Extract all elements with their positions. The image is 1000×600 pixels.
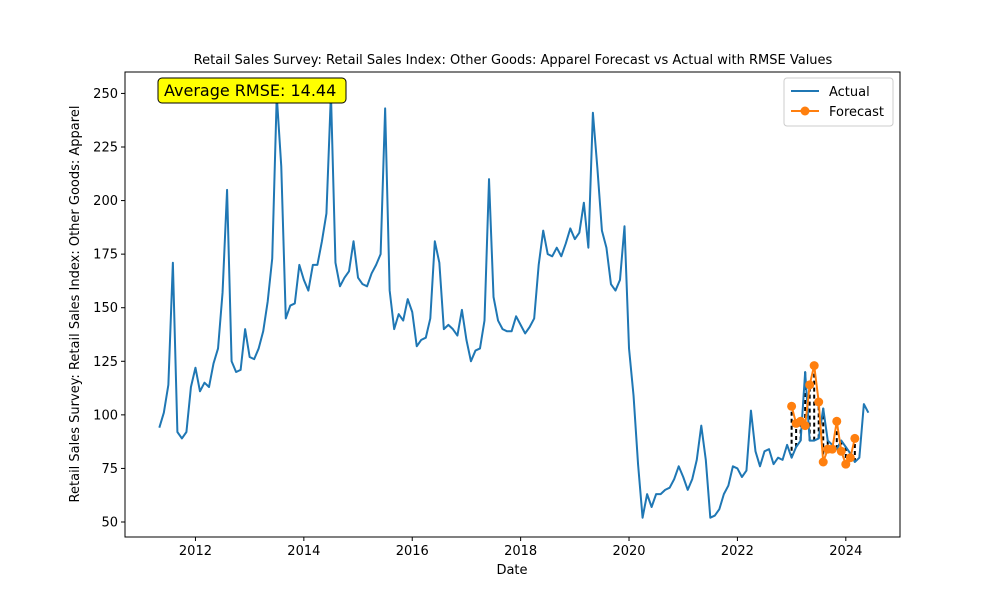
y-tick-label: 150 bbox=[93, 301, 118, 316]
legend-forecast-marker bbox=[800, 106, 810, 116]
y-axis: 50 75 100 125 150 175 200 225 250 bbox=[93, 87, 125, 531]
x-tick-label: 2024 bbox=[829, 544, 862, 559]
forecast-point bbox=[836, 446, 846, 456]
rmse-annotation: Average RMSE: 14.44 bbox=[157, 77, 347, 104]
chart-title: Retail Sales Survey: Retail Sales Index:… bbox=[194, 53, 833, 68]
series-actual-line bbox=[158, 92, 870, 519]
y-tick-label: 175 bbox=[93, 248, 118, 263]
forecast-point bbox=[800, 421, 810, 431]
rmse-text: Average RMSE: 14.44 bbox=[164, 81, 336, 100]
forecast-point bbox=[832, 416, 842, 426]
x-tick-label: 2022 bbox=[721, 544, 754, 559]
x-tick-label: 2014 bbox=[287, 544, 320, 559]
legend: Actual Forecast bbox=[783, 77, 894, 127]
y-tick-label: 50 bbox=[101, 516, 118, 531]
y-tick-label: 125 bbox=[93, 355, 118, 370]
forecast-point bbox=[787, 401, 797, 411]
forecast-point bbox=[850, 433, 860, 443]
forecast-point bbox=[841, 459, 851, 469]
x-tick-label: 2018 bbox=[504, 544, 537, 559]
y-axis-label: Retail Sales Survey: Retail Sales Index:… bbox=[68, 106, 83, 503]
forecast-point bbox=[805, 380, 815, 390]
y-tick-label: 75 bbox=[101, 462, 118, 477]
x-axis: 2012 2014 2016 2018 2020 2022 2024 bbox=[179, 537, 862, 559]
x-tick-label: 2016 bbox=[396, 544, 429, 559]
x-tick-label: 2012 bbox=[179, 544, 212, 559]
plot-area-frame bbox=[124, 71, 901, 538]
y-tick-label: 100 bbox=[93, 408, 118, 423]
forecast-point bbox=[827, 444, 837, 454]
legend-forecast-label: Forecast bbox=[829, 105, 884, 120]
legend-actual-label: Actual bbox=[829, 85, 870, 100]
forecast-point bbox=[818, 457, 828, 467]
forecast-point bbox=[809, 361, 819, 371]
x-axis-label: Date bbox=[496, 563, 527, 578]
forecast-point bbox=[845, 453, 855, 463]
y-tick-label: 200 bbox=[93, 194, 118, 209]
x-tick-label: 2020 bbox=[612, 544, 645, 559]
forecast-point bbox=[814, 397, 824, 407]
series-layer bbox=[158, 92, 870, 519]
y-tick-label: 250 bbox=[93, 87, 118, 102]
y-tick-label: 225 bbox=[93, 141, 118, 156]
